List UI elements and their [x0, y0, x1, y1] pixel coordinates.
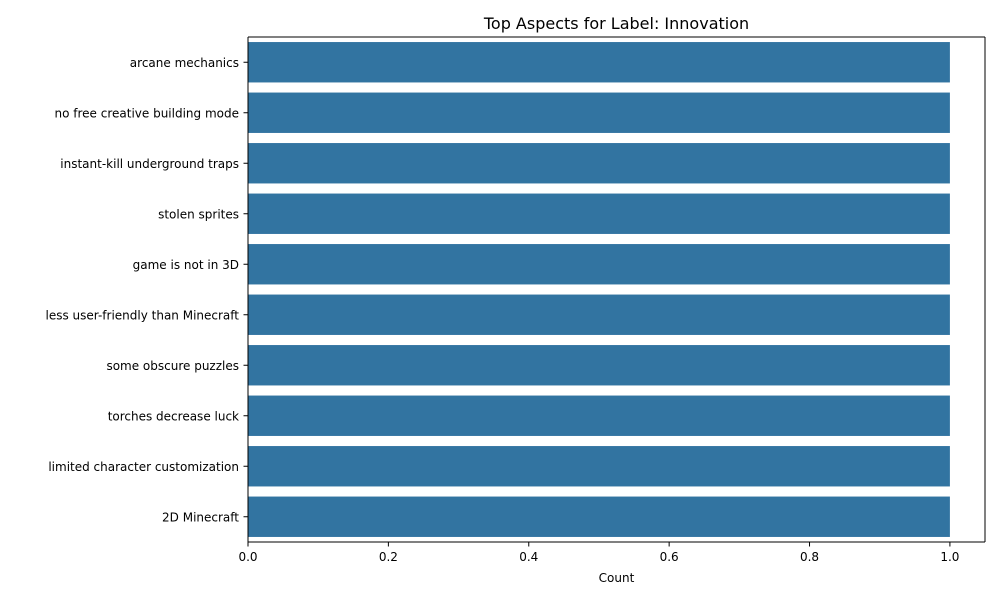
y-tick-label: no free creative building mode: [55, 106, 240, 120]
x-tick-label: 0.2: [379, 550, 398, 564]
bar: [248, 143, 950, 184]
y-tick-label: game is not in 3D: [133, 258, 239, 272]
chart-title: Top Aspects for Label: Innovation: [483, 14, 749, 33]
axes-frame: [247, 36, 986, 543]
y-tick-label: 2D Minecraft: [162, 510, 239, 524]
bar: [248, 193, 950, 234]
y-tick-label: instant-kill underground traps: [60, 157, 239, 171]
bars-layer: [248, 42, 950, 537]
bar: [248, 496, 950, 537]
bar: [248, 244, 950, 285]
bar: [248, 345, 950, 386]
y-tick-label: less user-friendly than Minecraft: [46, 308, 240, 322]
bar: [248, 294, 950, 335]
x-tick-label: 1.0: [940, 550, 959, 564]
y-tick-label: limited character customization: [48, 460, 239, 474]
bar: [248, 395, 950, 436]
x-tick-label: 0.0: [238, 550, 257, 564]
bar: [248, 446, 950, 487]
bar: [248, 42, 950, 83]
bar: [248, 92, 950, 133]
y-tick-label: some obscure puzzles: [106, 359, 239, 373]
x-tick-label: 0.8: [800, 550, 819, 564]
y-tick-label: torches decrease luck: [108, 409, 239, 423]
x-ticks: 0.0 0.2 0.4 0.6 0.8 1.0: [238, 542, 959, 564]
y-tick-labels: arcane mechanics no free creative buildin…: [46, 56, 248, 524]
y-tick-label: stolen sprites: [158, 207, 239, 221]
y-tick-label: arcane mechanics: [130, 56, 239, 70]
x-tick-label: 0.6: [660, 550, 679, 564]
x-axis-label: Count: [599, 571, 635, 585]
x-tick-label: 0.4: [519, 550, 538, 564]
